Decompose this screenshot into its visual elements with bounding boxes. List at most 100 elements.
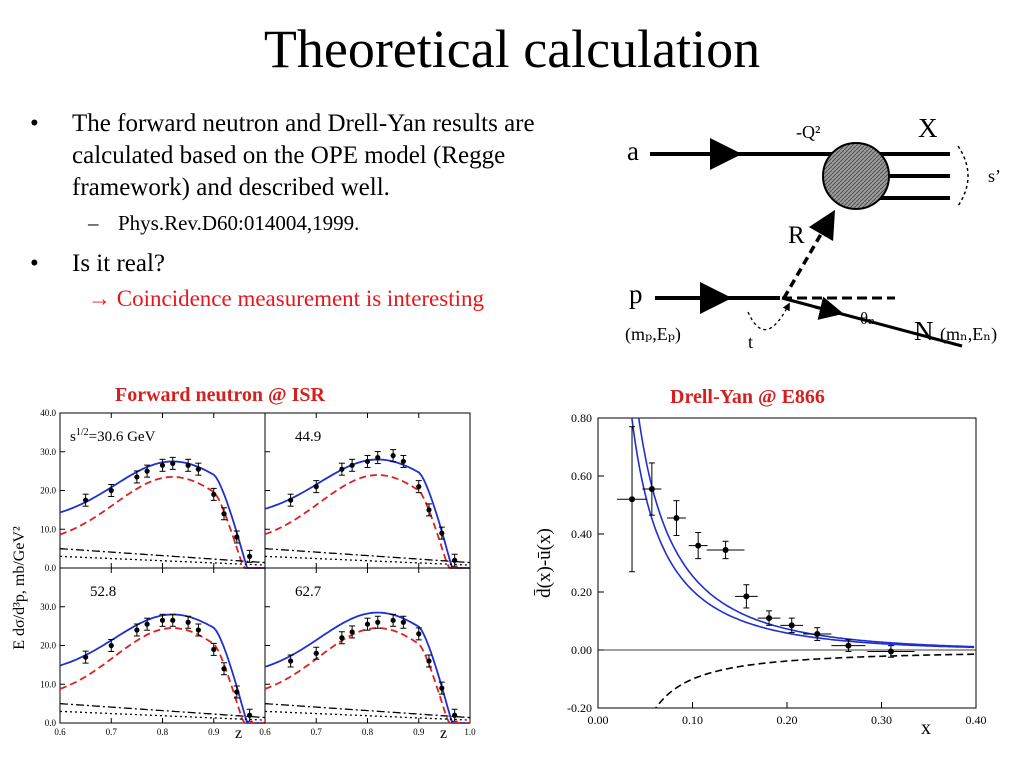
dy-data-point xyxy=(722,546,729,553)
dash-icon: – xyxy=(88,211,99,235)
dy-data-point xyxy=(743,593,750,600)
dy-data-point xyxy=(766,615,773,622)
isr-data-point xyxy=(288,658,294,664)
isr-y-tick-label: 0.0 xyxy=(45,718,57,728)
isr-data-point xyxy=(170,460,176,466)
dy-y-tick-label: -0.20 xyxy=(567,701,592,715)
isr-data-point xyxy=(439,685,445,691)
isr-x-tick-label: 0.9 xyxy=(413,727,425,737)
isr-data-point xyxy=(416,631,422,637)
isr-data-point xyxy=(195,627,201,633)
dy-data-point xyxy=(788,622,795,629)
dy-data-point xyxy=(629,496,636,503)
isr-data-point xyxy=(349,629,355,635)
isr-panel-label: 62.7 xyxy=(295,584,322,600)
isr-data-point xyxy=(339,466,345,472)
isr-x-tick-label: 0.7 xyxy=(311,727,323,737)
bullet-item: • Is it real? xyxy=(30,248,590,280)
isr-x-tick-label: 0.8 xyxy=(157,727,169,737)
isr-panel: 52.8 xyxy=(59,567,266,724)
isr-data-point xyxy=(211,491,217,497)
isr-data-point xyxy=(170,617,176,623)
highlight-text: → Coincidence measurement is interesting xyxy=(88,286,484,311)
isr-data-point xyxy=(439,530,445,536)
isr-y-tick-label: 20.0 xyxy=(40,486,56,496)
isr-data-point xyxy=(339,635,345,641)
isr-curve-solid xyxy=(264,611,470,724)
bullet-dot-icon: • xyxy=(30,110,39,137)
isr-curve-dashed xyxy=(264,474,470,569)
isr-x-axis-label: z xyxy=(235,725,242,742)
dy-x-tick-label: 0.10 xyxy=(682,713,703,727)
isr-data-point xyxy=(159,617,166,623)
isr-data-point xyxy=(452,712,458,718)
isr-curve-dashed xyxy=(59,475,265,569)
dy-data-point xyxy=(845,642,852,649)
sub-bullet-item: → Coincidence measurement is interesting xyxy=(30,282,590,316)
label-a: a xyxy=(627,136,639,166)
dy-frame xyxy=(597,417,977,709)
isr-y-tick-label: 40.0 xyxy=(40,408,56,418)
isr-x-axis-label: z xyxy=(440,725,447,742)
isr-data-point xyxy=(211,646,217,652)
dy-y-tick-label: 0.80 xyxy=(571,411,592,425)
bullet-list: • The forward neutron and Drell-Yan resu… xyxy=(30,108,590,316)
e866-chart: 0.00 0.10 0.20 0.30 0.40-0.200.000.200.400.6… xyxy=(534,411,987,739)
isr-y-axis-label: E dσ/d³p, mb/GeV² xyxy=(11,526,28,650)
isr-panel: 44.9 xyxy=(264,412,471,569)
isr-curve-dotted xyxy=(59,555,266,566)
isr-data-point xyxy=(313,484,319,490)
isr-curve-dotted xyxy=(264,710,471,721)
isr-data-point xyxy=(426,507,432,513)
isr-x-tick-label: 0.7 xyxy=(106,727,118,737)
isr-data-point xyxy=(364,621,371,627)
dy-y-axis-label: d̄(x)-ū(x) xyxy=(534,528,555,598)
isr-panel-label: 44.9 xyxy=(295,429,321,445)
slide-title: Theoretical calculation xyxy=(263,19,761,79)
isr-data-point xyxy=(144,468,150,474)
isr-data-point xyxy=(247,712,253,718)
label-x: X xyxy=(918,113,938,143)
isr-x-tick-label: 0.6 xyxy=(54,727,66,737)
dy-y-tick-label: 0.40 xyxy=(571,527,592,541)
isr-x-tick-label: 0.6 xyxy=(259,727,271,737)
label-s-prime: s’ xyxy=(988,166,1001,186)
isr-data-point xyxy=(390,453,396,459)
isr-data-point xyxy=(83,497,89,503)
dy-data-point xyxy=(887,648,894,655)
bullet-text: Is it real? xyxy=(72,250,166,277)
isr-y-tick-label: 30.0 xyxy=(40,602,56,612)
isr-data-point xyxy=(83,654,89,660)
isr-curve-dash-dot xyxy=(59,547,266,564)
isr-data-point xyxy=(159,462,166,468)
bullet-dot-icon: • xyxy=(30,250,39,277)
label-r: R xyxy=(788,222,805,249)
isr-data-point xyxy=(349,462,355,468)
isr-data-point xyxy=(452,557,458,563)
isr-y-tick-label: 10.0 xyxy=(40,679,56,689)
dy-x-tick-label: 0.20 xyxy=(777,713,798,727)
isr-y-tick-label: 30.0 xyxy=(40,447,56,457)
dy-y-tick-label: 0.00 xyxy=(571,643,592,657)
isr-curve-solid xyxy=(264,458,470,569)
t-arc xyxy=(747,302,790,331)
dy-x-tick-label: 0.00 xyxy=(588,713,609,727)
isr-data-point xyxy=(185,462,191,468)
dy-data-point xyxy=(814,631,821,638)
isr-data-point xyxy=(364,458,371,465)
isr-data-point xyxy=(400,458,406,465)
dy-data-point xyxy=(648,486,655,493)
isr-x-tick-label: 0.9 xyxy=(208,727,220,737)
dy-x-tick-label: 0.30 xyxy=(871,713,892,727)
label-n: N xyxy=(914,316,934,346)
isr-data-point xyxy=(221,511,227,517)
dy-curve-1 xyxy=(637,418,975,648)
dy-y-tick-label: 0.60 xyxy=(571,469,592,483)
isr-data-point xyxy=(313,650,319,656)
label-p: p xyxy=(629,279,643,309)
isr-curve-dashed xyxy=(264,627,470,724)
isr-data-point xyxy=(134,474,140,480)
isr-data-point xyxy=(247,553,253,559)
isr-curve-solid xyxy=(59,613,265,724)
dy-data-point xyxy=(673,515,680,522)
